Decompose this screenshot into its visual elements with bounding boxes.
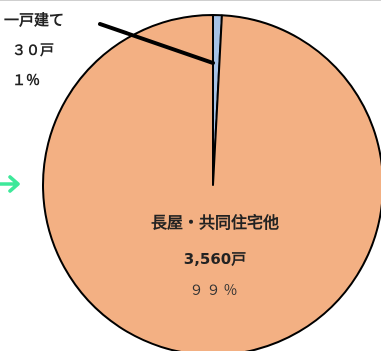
slice-value-apartment: 3,560戸 [184, 250, 246, 268]
slice-label-apartment: 長屋・共同住宅他 [151, 213, 279, 232]
arrow-right-icon [0, 175, 20, 193]
slice-label-detached: 一戸建て [4, 11, 64, 29]
slice-apartment [42, 14, 381, 351]
slice-value-detached: ３０戸 [12, 43, 54, 59]
slice-percent-detached: １％ [12, 73, 40, 89]
top-border [0, 0, 381, 1]
slice-percent-apartment: ９９％ [190, 283, 241, 299]
pie-slices [42, 14, 381, 351]
leader-line [98, 22, 215, 65]
